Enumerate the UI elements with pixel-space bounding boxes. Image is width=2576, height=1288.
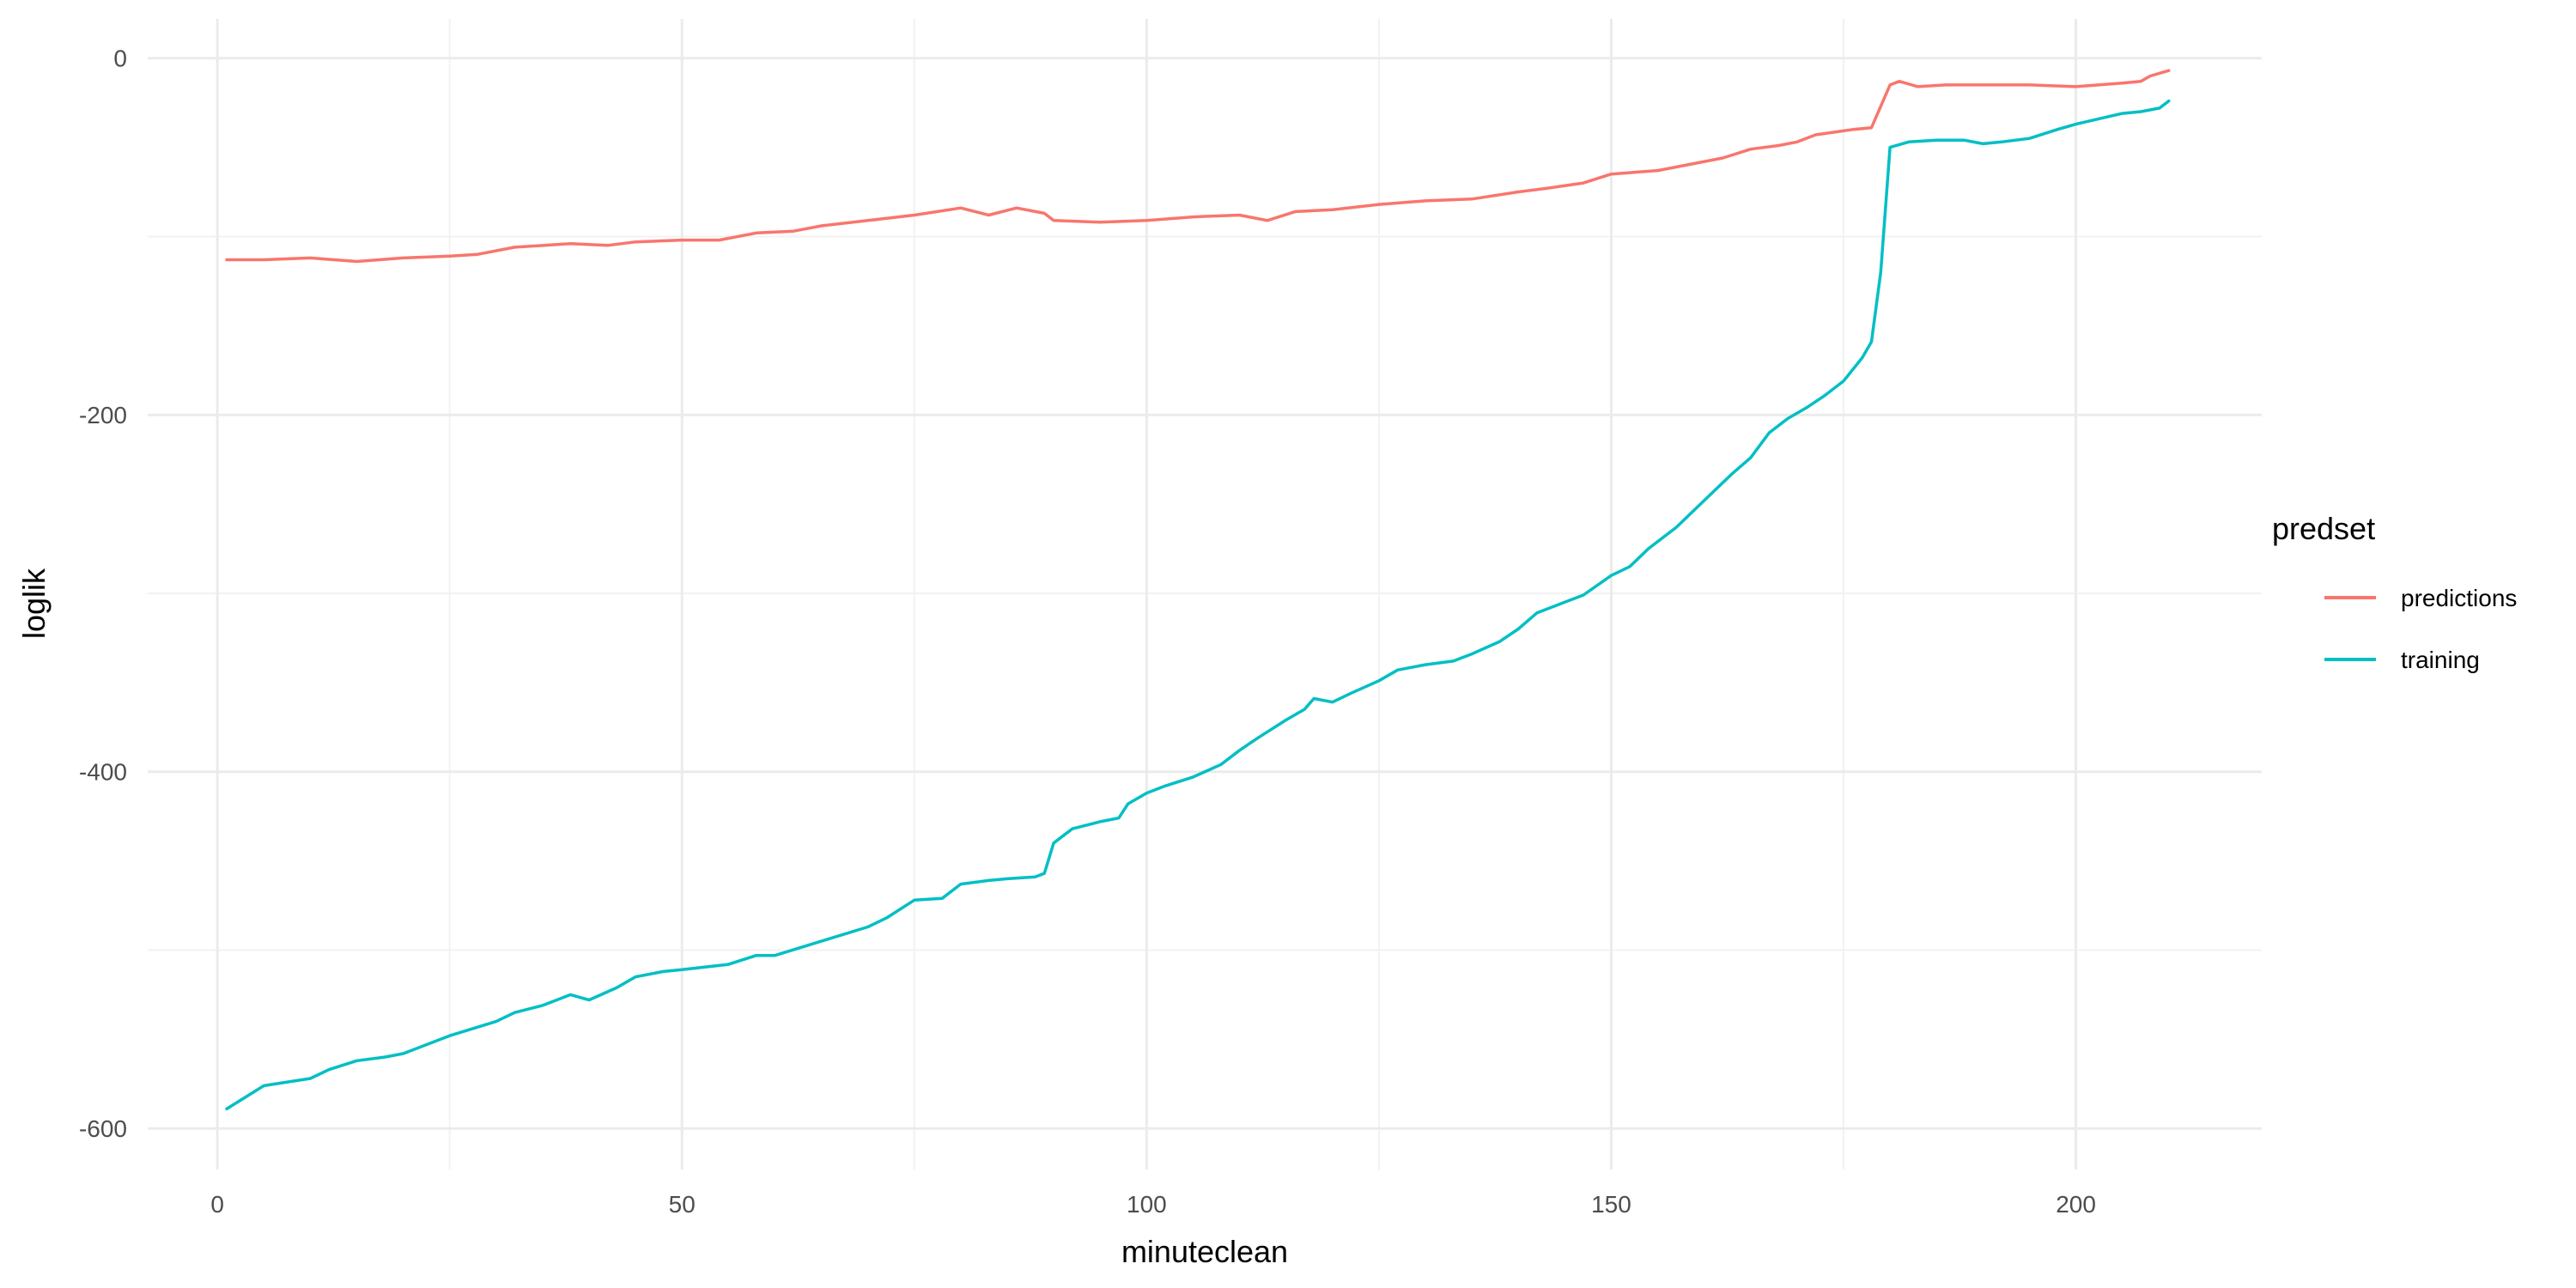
x-tick-label: 150 xyxy=(1591,1191,1631,1218)
legend-title: predset xyxy=(2272,511,2375,546)
minor-gridlines xyxy=(148,19,2262,1170)
y-tick-label: -400 xyxy=(79,759,127,786)
x-tick-label: 100 xyxy=(1127,1191,1167,1218)
x-tick-label: 50 xyxy=(669,1191,696,1218)
series-line-training xyxy=(225,99,2171,1111)
legend-items: predictions training xyxy=(2324,585,2517,673)
y-axis-title: loglik xyxy=(16,568,52,639)
legend-label-predictions: predictions xyxy=(2401,585,2517,611)
y-tick-label: -600 xyxy=(79,1115,127,1142)
legend: predset predictions training xyxy=(2272,511,2517,673)
y-axis-ticks: 0 -200 -400 -600 xyxy=(79,46,127,1143)
x-tick-label: 0 xyxy=(210,1191,224,1218)
series-lines xyxy=(225,69,2171,1111)
x-axis-title: minuteclean xyxy=(1121,1234,1288,1269)
major-gridlines xyxy=(148,19,2262,1170)
y-tick-label: -200 xyxy=(79,402,127,428)
legend-label-training: training xyxy=(2401,647,2480,673)
series-line-predictions xyxy=(225,69,2171,264)
y-tick-label: 0 xyxy=(113,46,127,72)
x-axis-ticks: 0 50 100 150 200 xyxy=(210,1191,2096,1218)
x-tick-label: 200 xyxy=(2056,1191,2096,1218)
